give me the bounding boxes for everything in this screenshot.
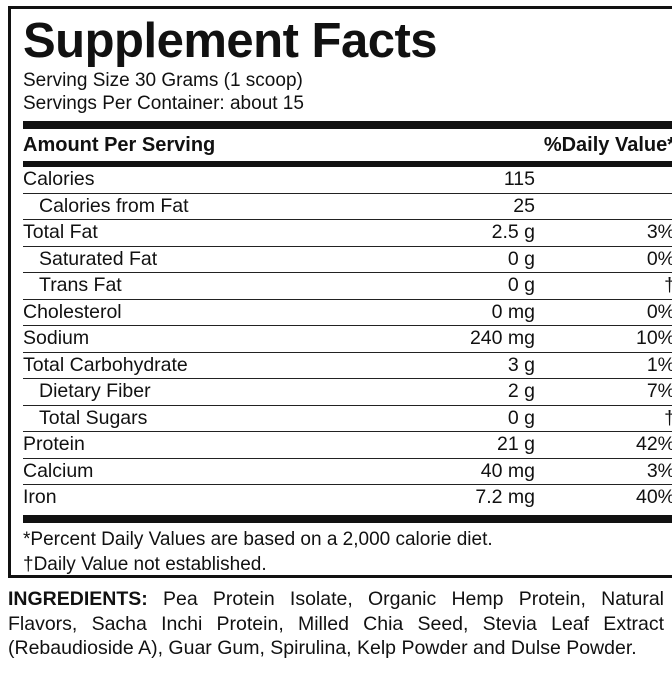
divider-thick — [23, 161, 672, 167]
nutrient-name: Trans Fat — [39, 274, 122, 297]
ingredients-label: INGREDIENTS: — [8, 588, 148, 610]
nutrient-daily-value: † — [535, 407, 672, 430]
table-row: Cholesterol 0 mg 0% — [23, 300, 672, 326]
nutrient-name: Total Sugars — [39, 406, 148, 429]
table-row: Trans Fat 0 g† — [23, 273, 672, 300]
nutrient-amount: 240 mg — [469, 327, 535, 350]
amount-per-serving-header: Amount Per Serving — [23, 133, 216, 156]
supplement-facts-panel: Supplement Facts Serving Size 30 Grams (… — [8, 6, 672, 578]
footnote-daily-values: *Percent Daily Values are based on a 2,0… — [23, 528, 493, 550]
nutrient-daily-value: 1% — [646, 353, 672, 376]
nutrient-amount: 115 — [503, 168, 535, 191]
nutrient-name: Total Fat — [23, 221, 98, 244]
table-row: Saturated Fat 0 g 0% — [23, 247, 672, 273]
nutrient-amount: 2.5 g — [491, 221, 535, 244]
table-row: Dietary Fiber 2 g 7% — [23, 379, 672, 406]
nutrient-amount: 0 g — [507, 247, 535, 270]
nutrient-amount: 7.2 mg — [475, 486, 535, 509]
divider-thick — [23, 514, 672, 523]
nutrient-amount: 25 — [513, 194, 535, 217]
serving-size: Serving Size 30 Grams (1 scoop) — [23, 70, 303, 91]
nutrient-daily-value: 3% — [646, 221, 672, 244]
table-row: Calcium 40 mg 3% — [23, 459, 672, 485]
nutrient-daily-value: 7% — [646, 380, 672, 403]
nutrient-name: Protein — [23, 433, 85, 456]
nutrient-daily-value: 10% — [635, 327, 672, 350]
daily-value-header: %Daily Value* — [543, 133, 672, 156]
nutrient-daily-value: 3% — [646, 459, 672, 482]
table-header: Amount Per Serving %Daily Value* — [23, 129, 672, 161]
nutrient-amount: 21 g — [497, 433, 535, 456]
nutrient-name: Cholesterol — [23, 300, 122, 323]
nutrient-daily-value: † — [535, 274, 672, 297]
nutrient-name: Iron — [23, 486, 57, 509]
nutrient-table: Calories 115 Calories from Fat 25 Total Fat 2… — [23, 167, 672, 511]
ingredients: INGREDIENTS: Pea Protein Isolate, Organi… — [8, 587, 664, 661]
nutrient-name: Dietary Fiber — [39, 380, 151, 403]
table-row: Total Sugars 0 g† — [23, 406, 672, 432]
nutrient-amount: 0 g — [507, 274, 535, 297]
table-row: Protein 21 g 42% — [23, 432, 672, 459]
nutrient-daily-value: 42% — [635, 433, 672, 456]
table-row: Total Carbohydrate 3 g 1% — [23, 353, 672, 379]
nutrient-name: Total Carbohydrate — [23, 353, 188, 376]
table-row: Sodium 240 mg 10% — [23, 326, 672, 353]
nutrient-amount: 3 g — [507, 353, 535, 376]
nutrient-amount: 0 g — [507, 406, 535, 429]
table-row: Calories from Fat 25 — [23, 194, 672, 220]
nutrient-amount: 2 g — [507, 380, 535, 403]
servings-per-container: Servings Per Container: about 15 — [23, 93, 304, 114]
nutrient-name: Calories — [23, 168, 95, 191]
ingredients-text: Pea Protein Isolate, Organic Hemp Protei… — [8, 588, 664, 659]
nutrient-daily-value: 0% — [646, 300, 672, 323]
footnotes: *Percent Daily Values are based on a 2,0… — [23, 527, 672, 577]
nutrient-name: Calcium — [23, 459, 94, 482]
footnote-not-established: †Daily Value not established. — [23, 553, 267, 575]
nutrient-amount: 40 mg — [480, 459, 535, 482]
table-row: Total Fat 2.5 g 3% — [23, 220, 672, 247]
panel-title: Supplement Facts — [23, 14, 438, 68]
nutrient-daily-value: 40% — [635, 486, 672, 509]
nutrient-name: Sodium — [23, 327, 90, 350]
table-row: Iron 7.2 mg 40% — [23, 485, 672, 511]
table-row: Calories 115 — [23, 167, 672, 194]
nutrient-name: Saturated Fat — [39, 247, 158, 270]
nutrient-name: Calories from Fat — [39, 194, 189, 217]
nutrient-amount: 0 mg — [491, 300, 535, 323]
divider-thick — [23, 121, 672, 129]
nutrient-daily-value: 0% — [646, 247, 672, 270]
